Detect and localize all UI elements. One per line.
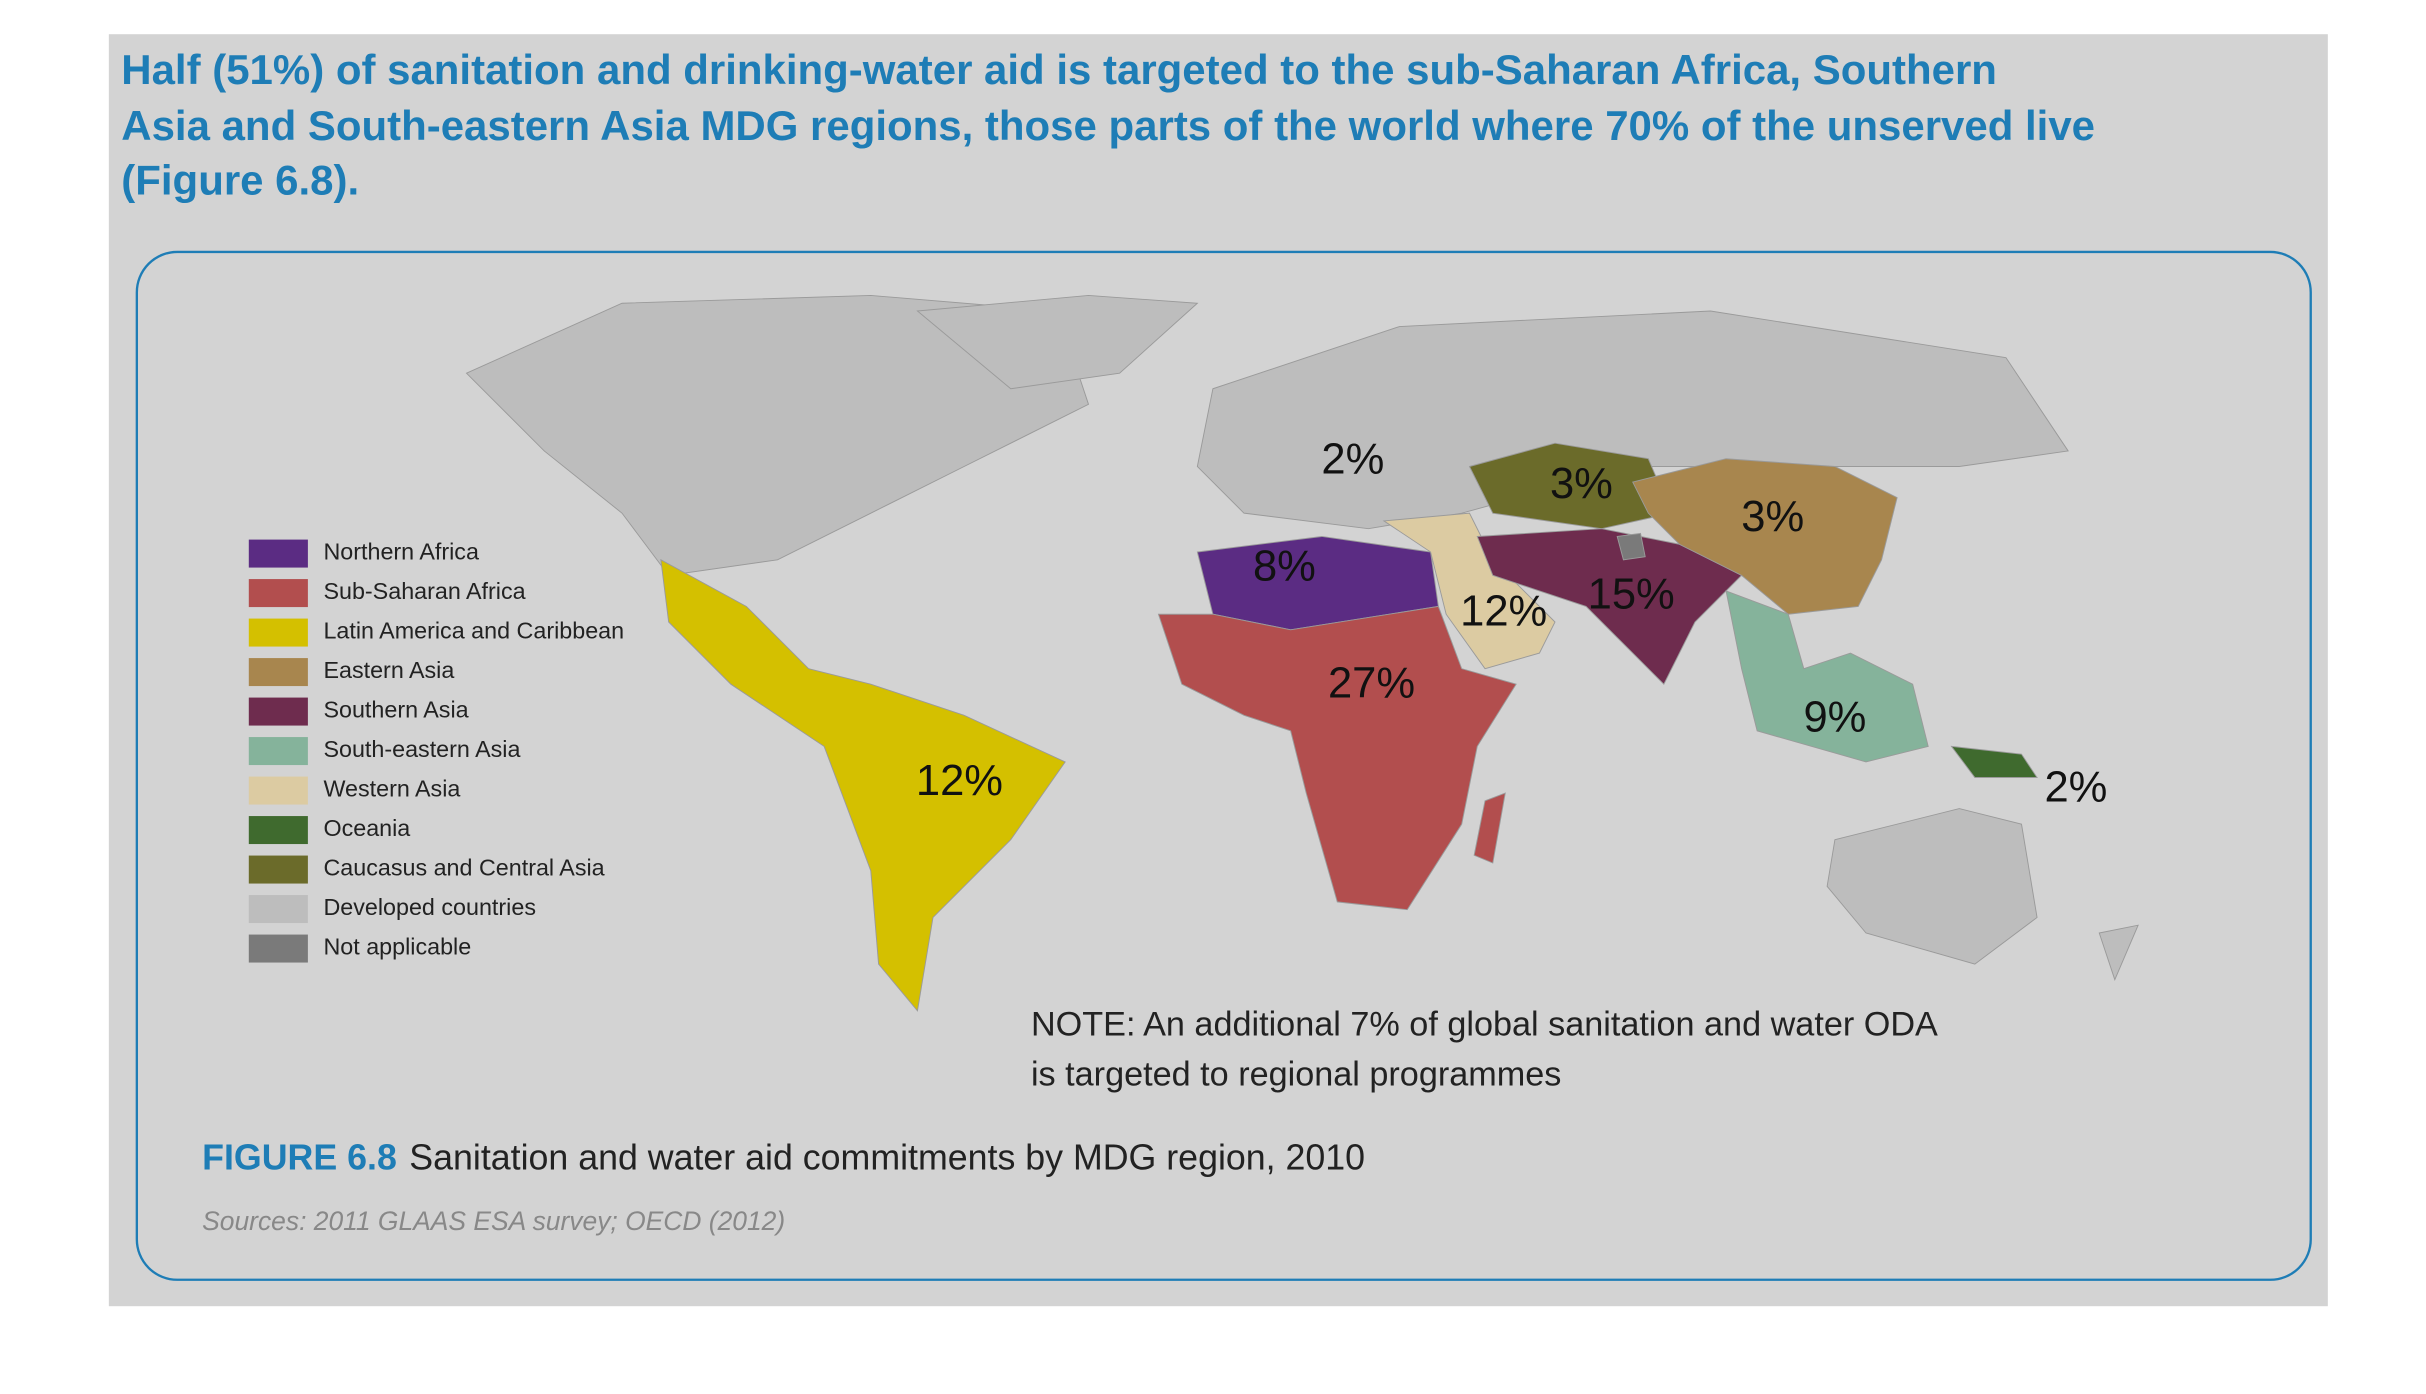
region-shape [1632, 458, 1898, 615]
legend-swatch [248, 658, 308, 687]
legend-swatch [248, 618, 308, 647]
region-shape [1382, 512, 1556, 670]
legend-label: South-eastern Asia [323, 736, 520, 762]
note-line: NOTE: An additional 7% of global sanitat… [1031, 1006, 1938, 1044]
legend-label: Western Asia [323, 776, 460, 802]
region-shape [916, 294, 1199, 390]
title-line: Half (51%) of sanitation and drinking-wa… [121, 46, 1997, 93]
region-shape [1616, 532, 1646, 561]
region-share-label: 15% [1588, 571, 1675, 619]
region-share-label: 8% [1253, 543, 1316, 591]
region-shape [1476, 528, 1743, 685]
legend-swatch [248, 539, 308, 568]
region-share-label: 12% [1460, 588, 1547, 636]
region-share-label: 9% [1803, 693, 1866, 741]
legend-swatch [248, 895, 308, 924]
legend-swatch [248, 776, 308, 805]
frame [135, 250, 2312, 1281]
note-line: is targeted to regional programmes [1031, 1055, 1561, 1093]
figure-caption: FIGURE 6.8 Sanitation and water aid commi… [202, 1137, 1365, 1177]
sources: Sources: 2011 GLAAS ESA survey; OECD (20… [202, 1206, 785, 1236]
region-shape [660, 558, 1066, 1012]
legend-swatch [248, 737, 308, 766]
region-shape [1157, 605, 1517, 911]
region-shape [2098, 924, 2139, 981]
region-shape [1950, 745, 2038, 778]
legend-swatch [248, 934, 308, 963]
region-shape [1473, 792, 1506, 864]
region-share-label: 12% [916, 757, 1003, 805]
legend-swatch [248, 697, 308, 726]
title-line: (Figure 6.8). [121, 156, 359, 203]
legend-label: Northern Africa [323, 539, 479, 565]
legend-label: Caucasus and Central Asia [323, 855, 604, 881]
region-share-label: 2% [1321, 435, 1384, 483]
legend-swatch [248, 579, 308, 608]
legend-label: Southern Asia [323, 697, 468, 723]
region-shape [465, 294, 1090, 576]
figure-group: Half (51%) of sanitation and drinking-wa… [108, 34, 2328, 1307]
region-share-label: 3% [1741, 493, 1804, 541]
legend-label: Developed countries [323, 894, 536, 920]
legend-label: Sub-Saharan Africa [323, 578, 525, 604]
title-line: Asia and South-eastern Asia MDG regions,… [121, 102, 2095, 149]
legend-swatch [248, 855, 308, 884]
region-share-label: 27% [1328, 659, 1415, 707]
world-map [465, 294, 2139, 1012]
region-share-label: 3% [1550, 460, 1613, 508]
legend-label: Latin America and Caribbean [323, 618, 624, 644]
legend-label: Eastern Asia [323, 657, 454, 683]
figure-number: FIGURE 6.8 [202, 1137, 397, 1177]
legend-swatch [248, 816, 308, 845]
region-shape [1826, 808, 2038, 965]
region-shape [1725, 590, 1929, 763]
legend-label: Oceania [323, 815, 410, 841]
legend-label: Not applicable [323, 934, 471, 960]
caption-text: Sanitation and water aid commitments by … [409, 1137, 1365, 1177]
region-share-label: 2% [2044, 763, 2107, 811]
region-shape [1196, 310, 2069, 530]
